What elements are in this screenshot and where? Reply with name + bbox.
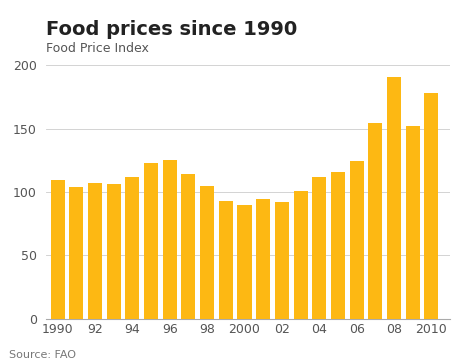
Bar <box>256 199 269 319</box>
Bar <box>88 183 102 319</box>
Bar <box>349 161 363 319</box>
Bar <box>312 177 325 319</box>
Bar <box>293 191 307 319</box>
Bar <box>330 172 344 319</box>
Bar <box>163 160 176 319</box>
Bar <box>144 163 158 319</box>
Bar <box>219 201 232 319</box>
Text: Source: FAO: Source: FAO <box>9 350 76 360</box>
Bar <box>125 177 139 319</box>
Bar <box>69 187 83 319</box>
Bar <box>405 126 419 319</box>
Bar <box>181 174 195 319</box>
Bar <box>274 202 288 319</box>
Bar <box>106 184 120 319</box>
Bar <box>237 205 251 319</box>
Text: Food prices since 1990: Food prices since 1990 <box>46 20 297 39</box>
Bar <box>424 93 438 319</box>
Text: Food Price Index: Food Price Index <box>46 42 149 55</box>
Bar <box>368 123 382 319</box>
Bar <box>50 181 64 319</box>
Bar <box>386 77 400 319</box>
Bar <box>200 185 213 319</box>
